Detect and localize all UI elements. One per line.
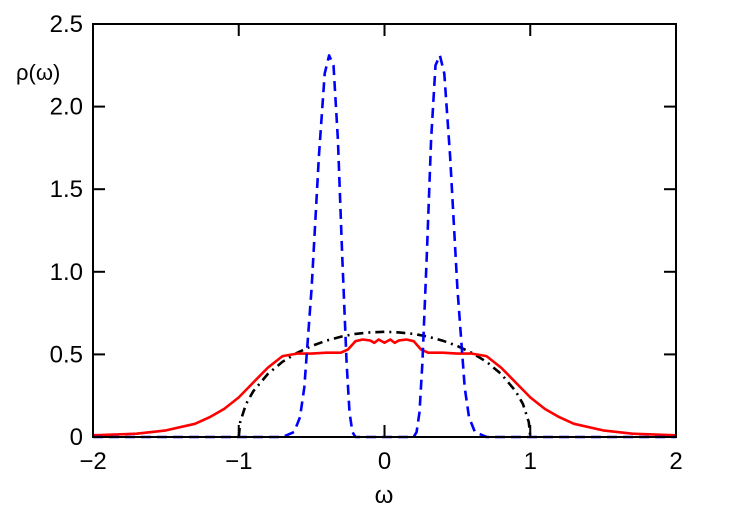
ticks: −2 −1 0 1 2 0 0.5 1.0 1.5 2.0 2.5 <box>50 11 683 475</box>
x-axis-label: ω <box>375 482 394 509</box>
x-tick-label: −1 <box>225 448 252 475</box>
series-black-dashdot <box>237 330 532 438</box>
x-tick-label: 2 <box>669 448 682 475</box>
y-tick-label: 0.5 <box>50 341 83 368</box>
y-tick-label: 0 <box>70 424 83 451</box>
series-layer <box>92 54 677 439</box>
x-tick-label: 0 <box>378 448 391 475</box>
y-tick-label: 1.5 <box>50 176 83 203</box>
series-blue-dashed <box>93 54 676 439</box>
x-tick-label: −2 <box>79 448 106 475</box>
y-axis-label: ρ(ω) <box>16 60 60 85</box>
y-tick-label: 2.5 <box>50 11 83 38</box>
plot-frame <box>92 23 677 438</box>
y-tick-label: 2.0 <box>50 94 83 121</box>
series-red-solid <box>92 338 677 437</box>
y-tick-label: 1.0 <box>50 259 83 286</box>
x-tick-label: 1 <box>524 448 537 475</box>
